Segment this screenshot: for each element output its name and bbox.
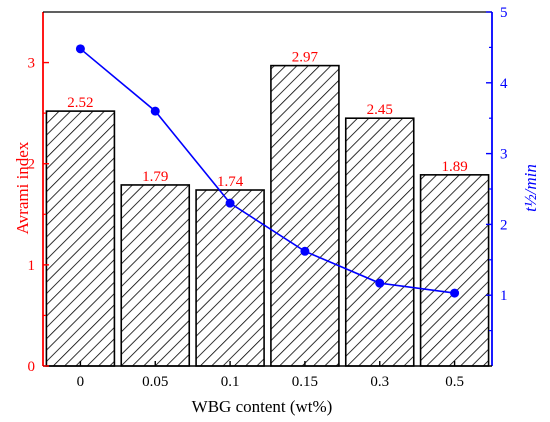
x-tick-label: 0.05 bbox=[142, 374, 168, 390]
left-axis-ticks: 0 1 2 3 bbox=[28, 56, 49, 375]
bar-data-label: 2.45 bbox=[367, 102, 393, 118]
bar bbox=[270, 64, 340, 367]
line-path bbox=[79, 48, 455, 294]
x-tick-label: 0.5 bbox=[445, 374, 464, 390]
bar bbox=[344, 117, 415, 367]
bar-data-label: 1.74 bbox=[217, 174, 244, 190]
line-point bbox=[450, 288, 460, 298]
bar bbox=[195, 189, 265, 367]
right-tick-label: 4 bbox=[500, 76, 508, 92]
right-tick-label: 3 bbox=[500, 147, 508, 163]
bar-data-label: 1.79 bbox=[142, 169, 168, 185]
right-axis-ticks: 1 2 3 4 5 bbox=[486, 5, 508, 332]
bar-series bbox=[45, 64, 490, 367]
right-tick-label: 1 bbox=[500, 288, 508, 304]
line-series bbox=[75, 44, 460, 298]
bar-data-label: 1.89 bbox=[441, 159, 467, 175]
line-point bbox=[225, 198, 235, 208]
bar bbox=[419, 174, 490, 367]
x-axis-ticks: 0 0.05 0.1 0.15 0.3 0.5 bbox=[77, 361, 464, 390]
line-point bbox=[375, 278, 385, 288]
bar-data-label: 2.52 bbox=[67, 95, 93, 111]
x-tick-label: 0.3 bbox=[370, 374, 389, 390]
right-tick-label: 5 bbox=[500, 5, 508, 21]
line-point bbox=[300, 246, 310, 256]
bar-data-labels: 2.52 1.79 1.74 2.97 2.45 1.89 bbox=[67, 50, 467, 190]
left-tick-label: 2 bbox=[28, 157, 36, 173]
left-tick-label: 3 bbox=[28, 56, 36, 72]
left-tick-label: 1 bbox=[28, 258, 36, 274]
right-axis-label: t½/min bbox=[521, 164, 540, 212]
left-axis-label: Avrami index bbox=[13, 141, 32, 234]
line-point bbox=[150, 106, 160, 116]
bar bbox=[120, 184, 191, 367]
x-axis-label: WBG content (wt%) bbox=[192, 397, 333, 416]
bar-data-label: 2.97 bbox=[292, 50, 319, 66]
x-tick-label: 0.15 bbox=[292, 374, 318, 390]
axes bbox=[42, 11, 493, 367]
line-point bbox=[75, 44, 85, 54]
x-tick-label: 0.1 bbox=[221, 374, 240, 390]
x-tick-label: 0 bbox=[77, 374, 85, 390]
left-tick-label: 0 bbox=[28, 359, 36, 375]
right-tick-label: 2 bbox=[500, 217, 508, 233]
bar bbox=[45, 110, 116, 367]
